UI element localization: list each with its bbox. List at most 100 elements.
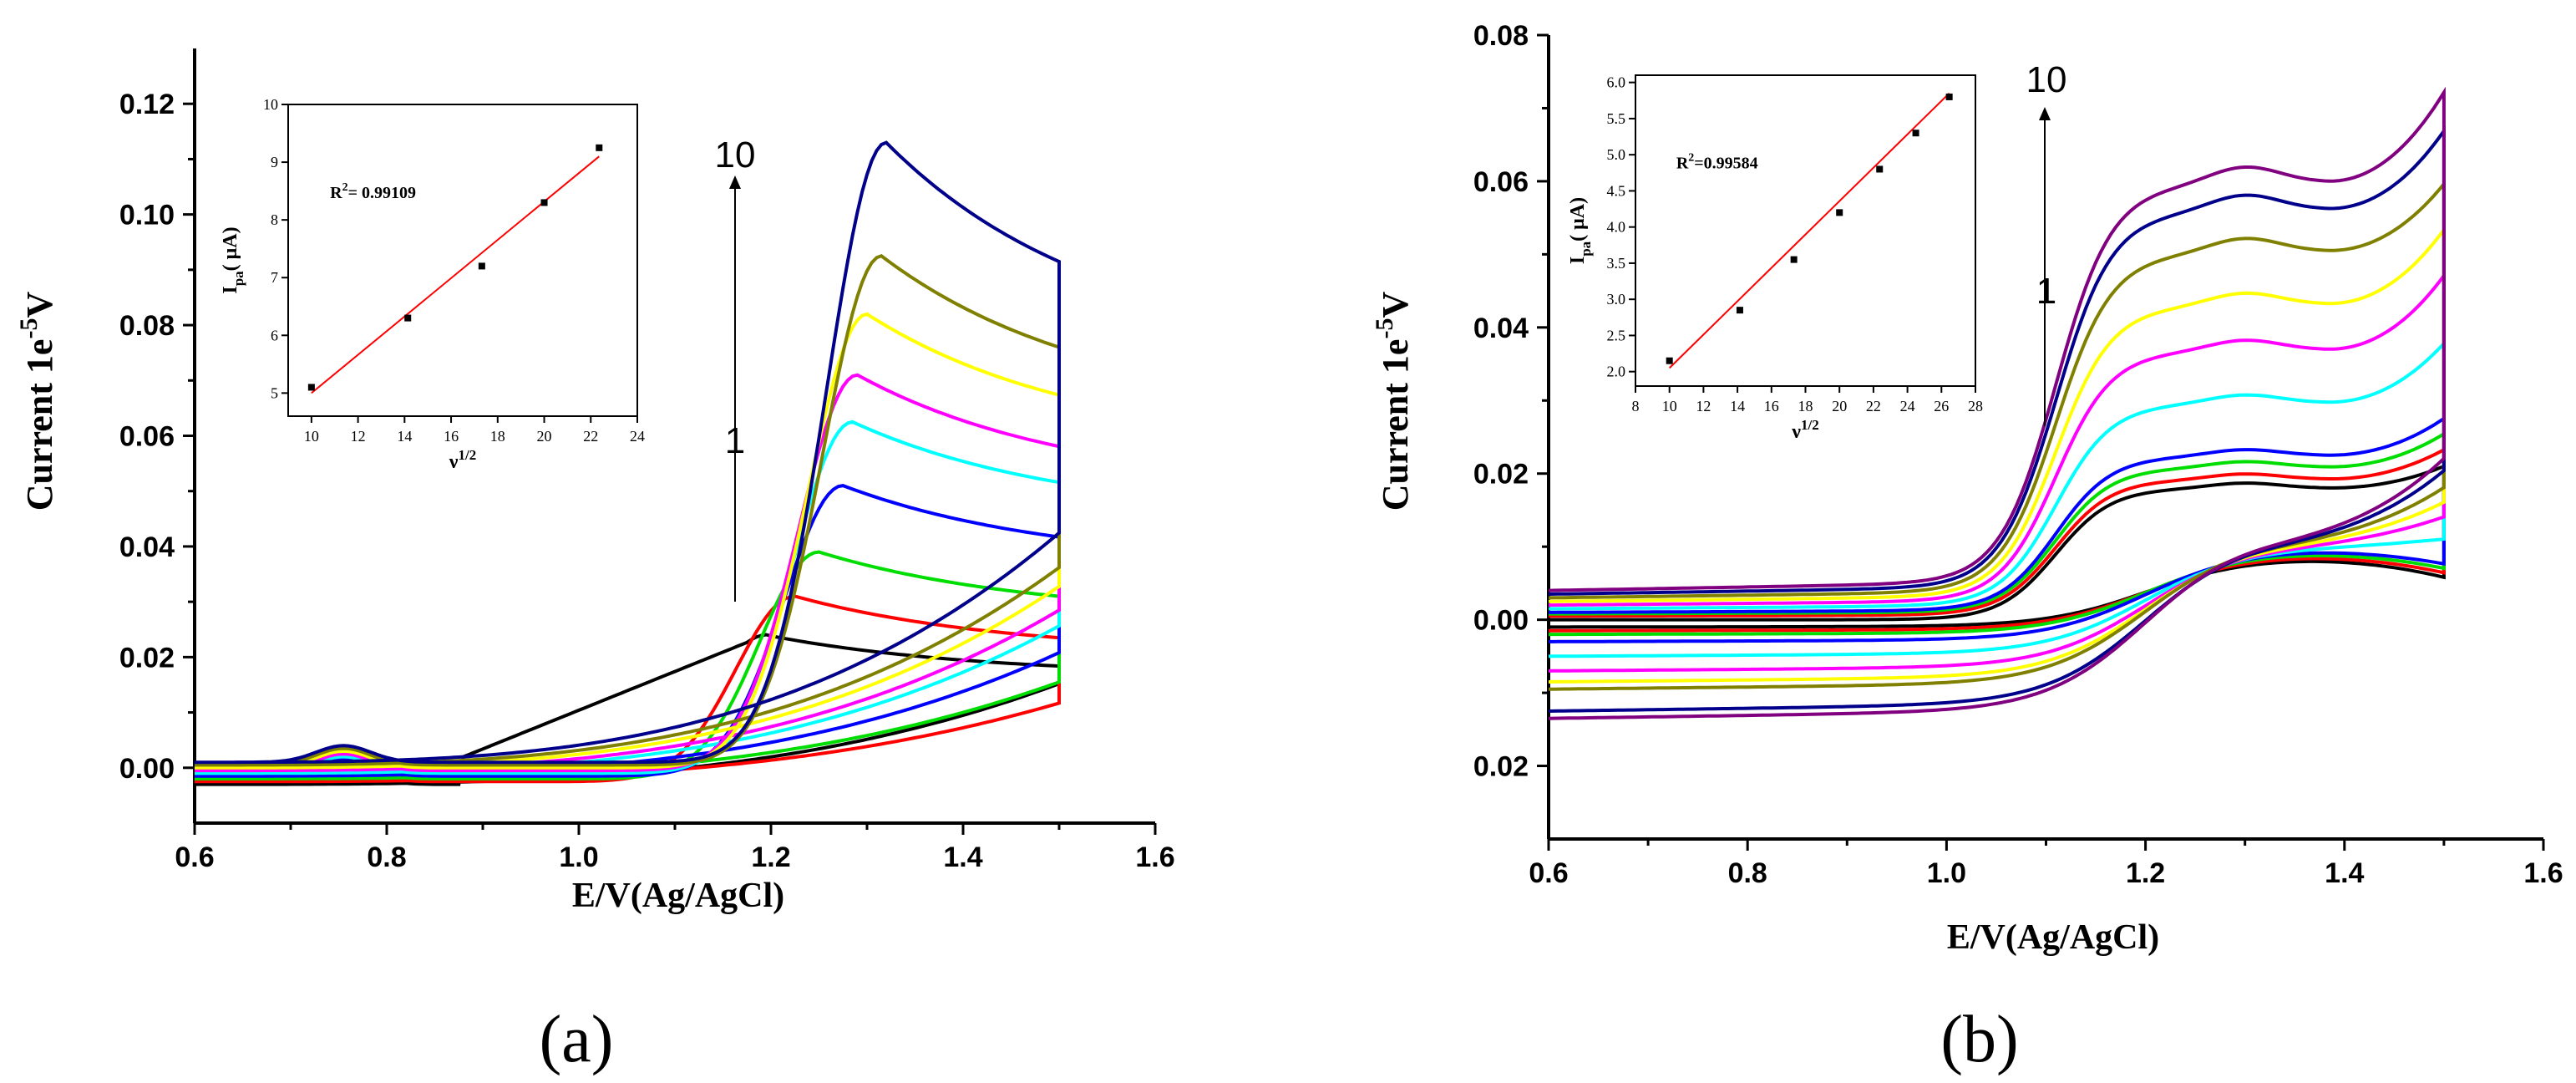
inset-x-tick-label: 28 bbox=[1968, 398, 1983, 414]
y-tick-label: 0.10 bbox=[119, 200, 175, 231]
inset-r-squared: R2=0.99584 bbox=[1676, 152, 1758, 173]
cv-curve-6 bbox=[195, 373, 1061, 773]
panel-a: 0.6 0.8 1.0 1.2 1.4 1.6 0.00 0.02 0.04 0.06 0.08 0.… bbox=[15, 48, 1175, 915]
inset-y-tick-label: 3.5 bbox=[1607, 255, 1626, 272]
inset-x-tick-label: 10 bbox=[304, 428, 319, 445]
annotation-top: 10 bbox=[715, 135, 756, 175]
scan-rate-arrow-head bbox=[729, 175, 741, 189]
inset-y-tick-label: 4.5 bbox=[1607, 182, 1626, 199]
inset-y-tick-label: 10 bbox=[263, 96, 278, 113]
x-tick-label: 0.6 bbox=[1529, 857, 1568, 889]
inset-x-tick-label: 12 bbox=[351, 428, 366, 445]
inset-data-point bbox=[478, 262, 485, 270]
inset-x-tick-label: 14 bbox=[1730, 398, 1745, 414]
annotation-bottom: 1 bbox=[725, 420, 745, 461]
inset-x-tick-label: 12 bbox=[1696, 398, 1711, 414]
panel-a-label: (a) bbox=[540, 1003, 614, 1076]
inset-x-tick-label: 10 bbox=[1662, 398, 1677, 414]
y-tick-label: 0.04 bbox=[119, 531, 175, 563]
panel-b: 0.6 0.8 1.0 1.2 1.4 1.6 0.02 0.00 0.02 0.04 0.06 0.… bbox=[1371, 20, 2563, 957]
cv-curve-4 bbox=[195, 484, 1061, 778]
y-tick-label: 0.06 bbox=[1473, 166, 1529, 198]
inset-y-tick-label: 4.0 bbox=[1607, 219, 1626, 236]
cv-curve-10 bbox=[1549, 86, 2446, 720]
inset-y-tick-label: 7 bbox=[271, 269, 278, 286]
inset-x-tick-label: 22 bbox=[583, 428, 598, 445]
inset-x-tick-label: 24 bbox=[630, 428, 645, 445]
inset-x-tick-label: 18 bbox=[1798, 398, 1813, 414]
x-tick-label: 0.8 bbox=[1728, 857, 1767, 889]
y-tick-label: 0.04 bbox=[1473, 313, 1529, 344]
annotation-top: 10 bbox=[2026, 59, 2067, 100]
x-tick-label: 1.6 bbox=[1135, 841, 1174, 873]
y-tick-label: 0.00 bbox=[119, 753, 175, 785]
inset-y-tick-label: 3.0 bbox=[1607, 291, 1626, 308]
inset-data-point bbox=[596, 144, 603, 151]
inset-y-axis-title: Ipa( μA) bbox=[1567, 197, 1594, 264]
curves-group-b bbox=[1549, 86, 2446, 720]
y-tick-label: 0.12 bbox=[119, 89, 175, 120]
inset-data-point bbox=[1836, 209, 1843, 216]
curves-group-a bbox=[195, 140, 1061, 786]
inset-x-tick-label: 22 bbox=[1866, 398, 1881, 414]
inset-x-tick-label: 26 bbox=[1934, 398, 1949, 414]
annotation-bottom: 1 bbox=[2036, 271, 2056, 312]
inset-y-tick-label: 6 bbox=[271, 327, 278, 343]
inset-frame bbox=[1635, 74, 1976, 387]
inset-x-tick-label: 20 bbox=[1832, 398, 1847, 414]
y-axis-title: Current 1e-5V bbox=[1371, 292, 1416, 511]
y-tick-label: 0.08 bbox=[119, 310, 175, 342]
x-axis-title: E/V(Ag/AgCl) bbox=[1947, 918, 2159, 957]
x-tick-label: 1.4 bbox=[2325, 857, 2364, 889]
x-tick-label: 1.2 bbox=[2126, 857, 2165, 889]
y-tick-label: 0.02 bbox=[1473, 751, 1529, 783]
inset-data-point bbox=[1666, 357, 1673, 364]
inset-data-point bbox=[1790, 256, 1798, 263]
inset-y-tick-label: 5 bbox=[271, 384, 278, 401]
inset-y-tick-label: 2.0 bbox=[1607, 364, 1626, 380]
inset-fit-line bbox=[1668, 92, 1950, 369]
inset-data-point bbox=[1736, 307, 1743, 314]
x-tick-label: 0.6 bbox=[175, 841, 214, 873]
y-tick-label: 0.02 bbox=[1473, 459, 1529, 491]
inset-x-axis-title: ν1/2 bbox=[1791, 417, 1818, 443]
y-tick-label: 0.00 bbox=[1473, 605, 1529, 637]
y-tick-label: 0.08 bbox=[1473, 20, 1529, 52]
y-axis-title: Current 1e-5V bbox=[15, 292, 60, 511]
inset-x-tick-label: 20 bbox=[537, 428, 552, 445]
x-tick-label: 1.2 bbox=[751, 841, 790, 873]
inset-y-axis-title: Ipa( μA) bbox=[220, 226, 246, 293]
inset-y-tick-label: 6.0 bbox=[1607, 74, 1626, 91]
x-tick-label: 1.0 bbox=[1927, 857, 1966, 889]
inset-y-tick-label: 8 bbox=[271, 211, 278, 228]
panel-b-label: (b) bbox=[1940, 1003, 2018, 1076]
x-axis-title: E/V(Ag/AgCl) bbox=[572, 877, 784, 915]
inset-x-tick-label: 8 bbox=[1632, 398, 1640, 414]
inset-y-tick-label: 5.0 bbox=[1607, 146, 1626, 163]
inset-data-point bbox=[1876, 165, 1884, 173]
inset-x-axis-title: ν1/2 bbox=[449, 447, 476, 473]
inset-r-squared: R2= 0.99109 bbox=[330, 181, 416, 202]
inset-y-tick-label: 9 bbox=[271, 154, 278, 170]
inset-data-point bbox=[540, 199, 548, 206]
inset-fit-line bbox=[311, 155, 600, 394]
inset-data-point bbox=[1912, 130, 1919, 137]
x-tick-label: 1.0 bbox=[559, 841, 598, 873]
cv-curve-5 bbox=[1549, 339, 2446, 658]
inset-y-tick-label: 2.5 bbox=[1607, 327, 1626, 343]
inset-data-point bbox=[1945, 93, 1953, 100]
inset-y-tick-label: 5.5 bbox=[1607, 110, 1626, 127]
inset-x-tick-label: 14 bbox=[397, 428, 412, 445]
cv-curve-9 bbox=[195, 140, 1061, 765]
x-tick-label: 0.8 bbox=[367, 841, 406, 873]
inset-x-tick-label: 24 bbox=[1900, 398, 1915, 414]
inset-data-point bbox=[307, 384, 315, 391]
inset-x-tick-label: 18 bbox=[490, 428, 505, 445]
y-tick-label: 0.02 bbox=[119, 642, 175, 674]
x-tick-label: 1.4 bbox=[943, 841, 982, 873]
inset-x-tick-label: 16 bbox=[444, 428, 459, 445]
scan-rate-arrow-head bbox=[2039, 107, 2051, 120]
inset-x-tick-label: 16 bbox=[1764, 398, 1779, 414]
x-tick-label: 1.6 bbox=[2523, 857, 2563, 889]
